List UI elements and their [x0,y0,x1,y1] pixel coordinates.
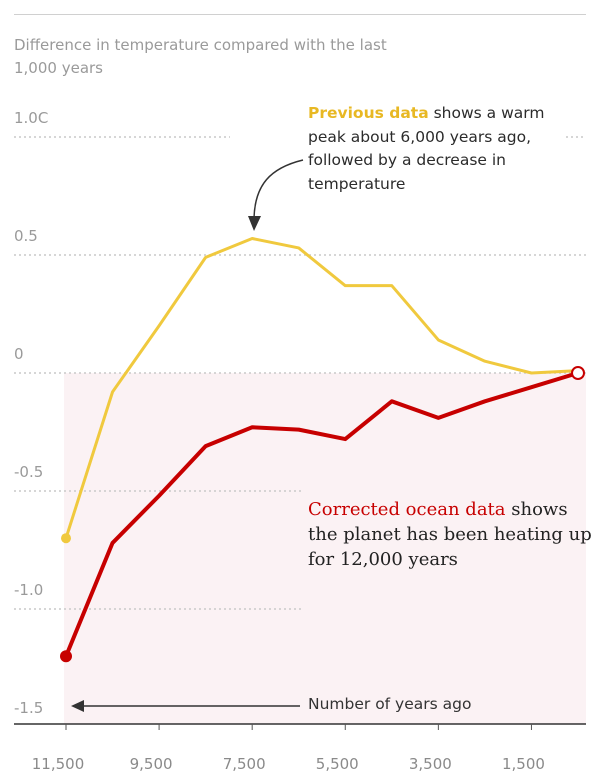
peak-arrow-head [248,216,261,231]
corrected-data-text: shows the planet has been heating up for… [308,499,592,570]
peak-annotation-arrow [253,159,304,219]
x-tick-label: 5,500 [316,755,359,773]
corrected-data-end-point [571,366,585,380]
y-tick-label: 1.0C [14,109,48,127]
x-tick-label: 7,500 [223,755,266,773]
years-ago-label: Number of years ago [308,695,472,713]
x-tick-label: 1,500 [502,755,545,773]
y-tick-label: -1.0 [14,581,43,599]
x-tick-label: 11,500 [32,755,85,773]
previous-data-line [64,236,580,540]
y-tick-label: -1.5 [14,699,43,717]
y-tick-label: 0.5 [14,227,38,245]
corrected-ocean-data-line [64,371,580,659]
y-tick-label: -0.5 [14,463,43,481]
top-rule [14,14,586,15]
previous-data-start-point [61,533,71,544]
previous-data-text: shows a warm peak about 6,000 years ago,… [308,104,545,193]
x-tick-label: 3,500 [409,755,452,773]
below-zero-shade [64,373,586,724]
years-ago-arrow-head [71,700,84,712]
corrected-data-start-point [60,650,72,663]
corrected-data-highlight: Corrected ocean data [308,499,506,520]
previous-data-highlight: Previous data [308,104,429,122]
chart-subtitle: Difference in temperature compared with … [14,36,387,77]
corrected-data-annotation: Corrected ocean data shows the planet ha… [308,497,598,572]
y-tick-label: 0 [14,345,24,363]
x-tick-label: 9,500 [130,755,173,773]
previous-data-annotation: Previous data shows a warm peak about 6,… [308,102,568,196]
